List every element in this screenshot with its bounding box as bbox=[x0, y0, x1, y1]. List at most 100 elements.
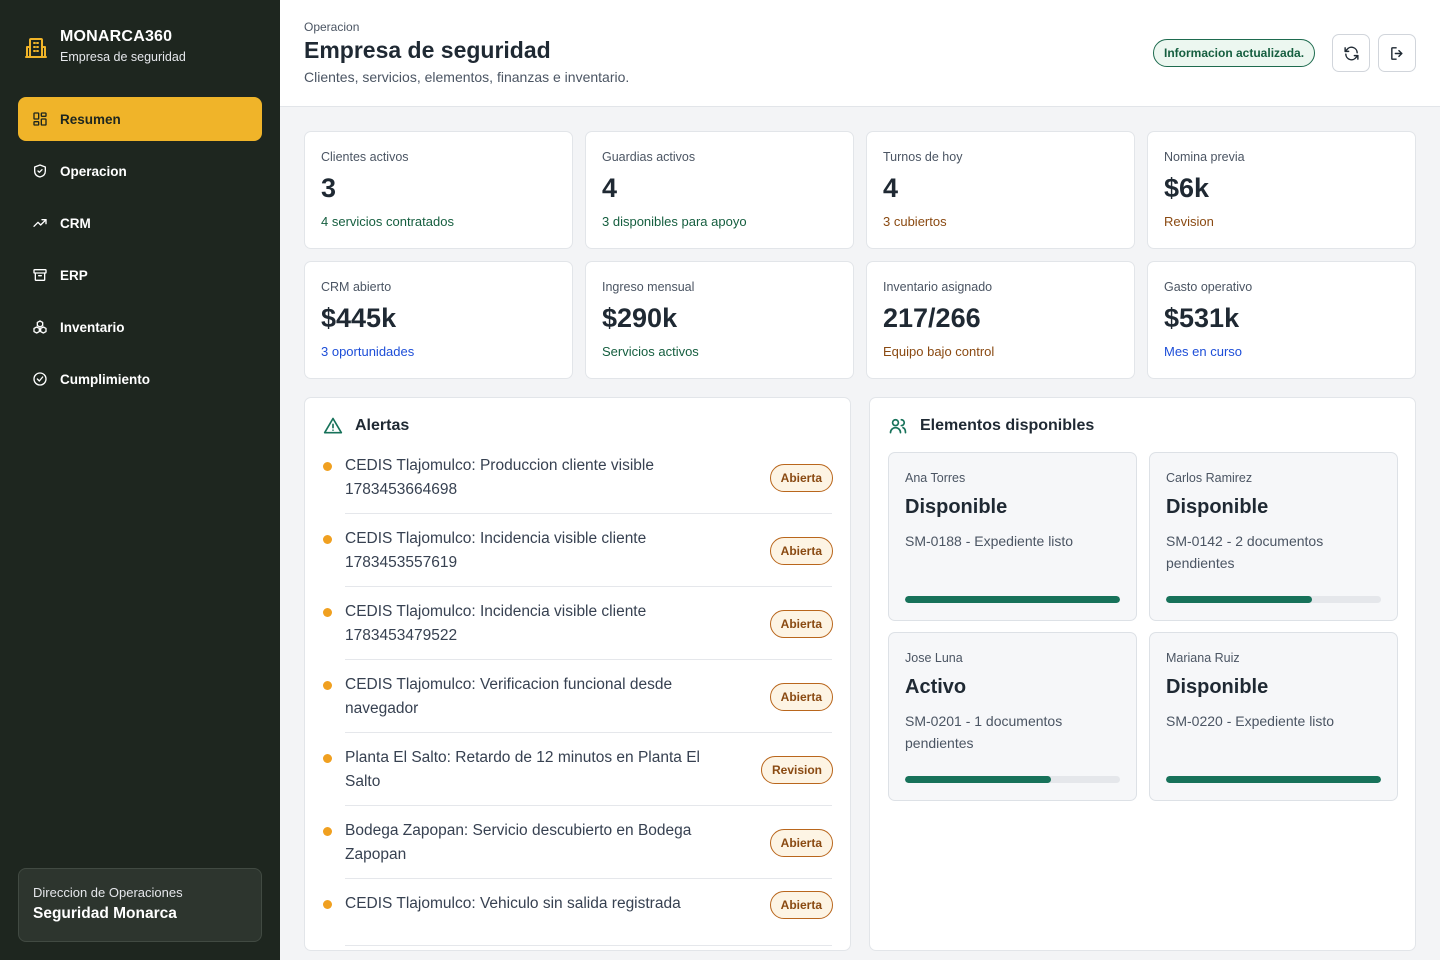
document-progress-bar bbox=[1166, 596, 1381, 603]
divider bbox=[345, 878, 832, 879]
kpi-value: $6k bbox=[1164, 173, 1210, 203]
sidebar-item-inventario[interactable]: Inventario bbox=[18, 305, 262, 349]
kpi-note: 3 disponibles para apoyo bbox=[602, 214, 747, 229]
element-name: Ana Torres bbox=[905, 471, 966, 485]
divider bbox=[345, 659, 832, 660]
kpi-card: Clientes activos 3 4 servicios contratados bbox=[304, 131, 573, 249]
brand-title: MONARCA360 bbox=[60, 28, 173, 45]
organization-role: Direccion de Operaciones bbox=[33, 885, 183, 900]
element-detail: SM-0188 - Expediente listo bbox=[905, 533, 1074, 549]
status-badge: Informacion actualizada. bbox=[1153, 39, 1316, 67]
kpi-card: Nomina previa $6k Revision bbox=[1147, 131, 1416, 249]
sidebar-item-label: Cumplimiento bbox=[60, 371, 150, 387]
logout-icon bbox=[1390, 46, 1402, 60]
alert-status-badge: Abierta bbox=[769, 829, 833, 857]
kpi-note: Mes en curso bbox=[1164, 344, 1243, 359]
kpi-note: Equipo bajo control bbox=[883, 344, 995, 359]
organization-name: Seguridad Monarca bbox=[33, 905, 177, 922]
page-subtitle: Clientes, servicios, elementos, finanzas… bbox=[304, 69, 630, 85]
alert-item[interactable]: Bodega Zapopan: Servicio descubierto en … bbox=[323, 819, 833, 879]
kpi-value: $290k bbox=[602, 303, 678, 333]
progress-fill bbox=[905, 596, 1120, 603]
alerts-header: Alertas bbox=[323, 416, 409, 436]
alert-text: Planta El Salto: Retardo de 12 minutos e… bbox=[345, 749, 700, 790]
element-status: Activo bbox=[905, 676, 967, 698]
kpi-label: Clientes activos bbox=[321, 150, 409, 164]
organization-card: Direccion de Operaciones Seguridad Monar… bbox=[18, 868, 262, 942]
alert-item[interactable]: CEDIS Tlajomulco: Verificacion funcional… bbox=[323, 673, 833, 733]
alert-text: Bodega Zapopan: Servicio descubierto en … bbox=[345, 822, 692, 863]
kpi-label: Guardias activos bbox=[602, 150, 696, 164]
element-name: Jose Luna bbox=[905, 651, 963, 665]
sidebar-item-erp[interactable]: ERP bbox=[18, 253, 262, 297]
users-icon bbox=[889, 418, 907, 434]
kpi-note: Servicios activos bbox=[602, 344, 699, 359]
element-status: Disponible bbox=[1166, 496, 1269, 518]
alert-item[interactable]: CEDIS Tlajomulco: Vehiculo sin salida re… bbox=[323, 891, 833, 922]
alert-status-dot bbox=[323, 681, 332, 690]
divider bbox=[345, 945, 832, 946]
element-card[interactable]: Ana Torres Disponible SM-0188 - Expediente… bbox=[888, 452, 1137, 621]
element-card[interactable]: Jose Luna Activo SM-0201 - 1 documentos pe… bbox=[888, 632, 1137, 801]
document-progress-bar bbox=[1166, 776, 1381, 783]
alert-text: CEDIS Tlajomulco: Verificacion funcional… bbox=[345, 676, 673, 717]
sidebar-nav: Resumen Operacion CRM ERP Inventario Cum… bbox=[18, 97, 262, 409]
kpi-value: $531k bbox=[1164, 303, 1240, 333]
kpi-note: 3 cubiertos bbox=[883, 214, 947, 229]
refresh-button[interactable] bbox=[1332, 34, 1370, 72]
alert-status-dot bbox=[323, 608, 332, 617]
alert-status-badge: Abierta bbox=[769, 891, 833, 919]
sidebar-item-resumen[interactable]: Resumen bbox=[18, 97, 262, 141]
sidebar-item-label: Operacion bbox=[60, 163, 127, 179]
elements-panel: Elementos disponibles Ana Torres Disponib… bbox=[869, 397, 1416, 951]
sidebar-item-operacion[interactable]: Operacion bbox=[18, 149, 262, 193]
sidebar-item-cumplimiento[interactable]: Cumplimiento bbox=[18, 357, 262, 401]
breadcrumb: Operacion bbox=[304, 20, 360, 34]
element-detail: SM-0142 - 2 documentos pendientes bbox=[1166, 533, 1324, 571]
elements-title: Elementos disponibles bbox=[920, 417, 1095, 434]
kpi-label: Turnos de hoy bbox=[883, 150, 963, 164]
divider bbox=[345, 732, 832, 733]
sidebar-item-label: CRM bbox=[60, 215, 91, 231]
refresh-icon bbox=[1343, 46, 1359, 60]
alert-status-dot bbox=[323, 900, 332, 909]
progress-fill bbox=[1166, 596, 1313, 603]
alert-text: CEDIS Tlajomulco: Incidencia visible cli… bbox=[345, 603, 647, 644]
sidebar-item-crm[interactable]: CRM bbox=[18, 201, 262, 245]
element-detail: SM-0220 - Expediente listo bbox=[1166, 713, 1335, 729]
element-card[interactable]: Mariana Ruiz Disponible SM-0220 - Expedien… bbox=[1149, 632, 1398, 801]
alert-item[interactable]: Planta El Salto: Retardo de 12 minutos e… bbox=[323, 746, 833, 806]
kpi-card: Inventario asignado 217/266 Equipo bajo co… bbox=[866, 261, 1135, 379]
sidebar-item-label: ERP bbox=[60, 267, 88, 283]
document-progress-bar bbox=[905, 596, 1120, 603]
kpi-value: 4 bbox=[602, 173, 618, 203]
boxes-icon bbox=[33, 320, 47, 334]
page-header: Operacion Empresa de seguridad Clientes,… bbox=[280, 0, 1440, 107]
kpi-note: 4 servicios contratados bbox=[321, 214, 454, 229]
elements-header: Elementos disponibles bbox=[888, 416, 1094, 436]
alert-status-dot bbox=[323, 827, 332, 836]
alert-status-dot bbox=[323, 535, 332, 544]
kpi-card: Ingreso mensual $290k Servicios activos bbox=[585, 261, 854, 379]
element-name: Mariana Ruiz bbox=[1166, 651, 1240, 665]
page-title: Empresa de seguridad bbox=[304, 37, 551, 63]
element-detail: SM-0201 - 1 documentos pendientes bbox=[905, 713, 1063, 751]
element-card[interactable]: Carlos Ramirez Disponible SM-0142 - 2 docu… bbox=[1149, 452, 1398, 621]
alert-status-badge: Revision bbox=[760, 756, 833, 784]
alert-item[interactable]: CEDIS Tlajomulco: Produccion cliente vis… bbox=[323, 454, 833, 514]
divider bbox=[345, 805, 832, 806]
alert-status-badge: Abierta bbox=[769, 610, 833, 638]
kpi-value: 4 bbox=[883, 173, 899, 203]
element-status: Disponible bbox=[905, 496, 1008, 518]
brand: MONARCA360 Empresa de seguridad bbox=[24, 26, 186, 64]
alert-item[interactable]: CEDIS Tlajomulco: Incidencia visible cli… bbox=[323, 600, 833, 660]
divider bbox=[345, 513, 832, 514]
sidebar-item-label: Inventario bbox=[60, 319, 125, 335]
element-name: Carlos Ramirez bbox=[1166, 471, 1253, 485]
document-progress-bar bbox=[905, 776, 1120, 783]
logout-button[interactable] bbox=[1378, 34, 1416, 72]
alert-item[interactable]: CEDIS Tlajomulco: Incidencia visible cli… bbox=[323, 527, 833, 587]
alert-status-badge: Abierta bbox=[769, 464, 833, 492]
kpi-card: Turnos de hoy 4 3 cubiertos bbox=[866, 131, 1135, 249]
brand-subtitle: Empresa de seguridad bbox=[60, 50, 186, 64]
